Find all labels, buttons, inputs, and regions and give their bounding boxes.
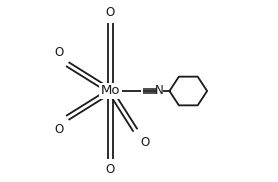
Text: O: O (54, 123, 64, 136)
Text: O: O (141, 136, 150, 149)
Text: O: O (106, 163, 115, 176)
Text: N: N (155, 84, 164, 98)
Text: O: O (54, 46, 64, 59)
Text: O: O (106, 6, 115, 19)
Text: Mo: Mo (101, 84, 120, 98)
